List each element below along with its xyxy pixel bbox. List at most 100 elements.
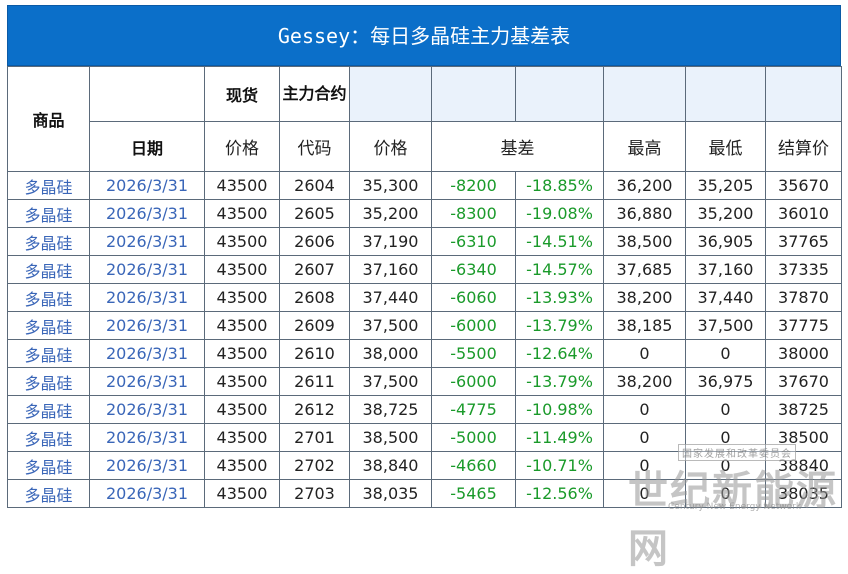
cell-code: 2609 bbox=[279, 311, 350, 340]
cell-date: 2026/3/31 bbox=[89, 199, 205, 228]
cell-spot: 43500 bbox=[204, 311, 280, 340]
cell-low: 36,975 bbox=[685, 367, 766, 396]
cell-product: 多晶硅 bbox=[7, 367, 90, 396]
cell-high: 38,500 bbox=[603, 227, 686, 256]
cell-settle: 37670 bbox=[765, 367, 842, 396]
cell-product: 多晶硅 bbox=[7, 283, 90, 312]
cell-basis: -4660 bbox=[431, 451, 516, 480]
table-row: 多晶硅 2026/3/31 43500 2607 37,160 -6340 -14.57% 3… bbox=[7, 255, 842, 284]
header-blank bbox=[685, 66, 766, 122]
cell-basis-pct: -14.57% bbox=[515, 255, 604, 284]
cell-code: 2606 bbox=[279, 227, 350, 256]
cell-low: 0 bbox=[685, 339, 766, 368]
header-spot: 现货 bbox=[204, 66, 280, 122]
cell-low: 36,905 bbox=[685, 227, 766, 256]
cell-date: 2026/3/31 bbox=[89, 283, 205, 312]
cell-code: 2611 bbox=[279, 367, 350, 396]
cell-date: 2026/3/31 bbox=[89, 479, 205, 508]
header-blank bbox=[349, 66, 432, 122]
cell-high: 36,200 bbox=[603, 171, 686, 200]
header-empty bbox=[89, 66, 205, 122]
cell-settle: 35670 bbox=[765, 171, 842, 200]
cell-settle: 38035 bbox=[765, 479, 842, 508]
cell-spot: 43500 bbox=[204, 283, 280, 312]
cell-settle: 37765 bbox=[765, 227, 842, 256]
cell-spot: 43500 bbox=[204, 339, 280, 368]
cell-low: 35,200 bbox=[685, 199, 766, 228]
table-title: Gessey：每日多晶硅主力基差表 bbox=[7, 5, 841, 66]
cell-price: 38,725 bbox=[349, 395, 432, 424]
table-row: 多晶硅 2026/3/31 43500 2608 37,440 -6060 -13.93% 3… bbox=[7, 283, 842, 312]
cell-spot: 43500 bbox=[204, 395, 280, 424]
table-row: 多晶硅 2026/3/31 43500 2703 38,035 -5465 -12.56% 0… bbox=[7, 479, 842, 508]
header-low: 最低 bbox=[685, 121, 766, 172]
cell-spot: 43500 bbox=[204, 199, 280, 228]
cell-high: 37,685 bbox=[603, 255, 686, 284]
cell-product: 多晶硅 bbox=[7, 479, 90, 508]
table-row: 多晶硅 2026/3/31 43500 2701 38,500 -5000 -11.49% 0… bbox=[7, 423, 842, 452]
cell-price: 38,840 bbox=[349, 451, 432, 480]
cell-code: 2701 bbox=[279, 423, 350, 452]
cell-settle: 38000 bbox=[765, 339, 842, 368]
cell-product: 多晶硅 bbox=[7, 311, 90, 340]
cell-basis: -6000 bbox=[431, 311, 516, 340]
cell-basis: -6340 bbox=[431, 255, 516, 284]
cell-basis: -8300 bbox=[431, 199, 516, 228]
cell-spot: 43500 bbox=[204, 423, 280, 452]
table-row: 多晶硅 2026/3/31 43500 2606 37,190 -6310 -14.51% 3… bbox=[7, 227, 842, 256]
cell-basis-pct: -14.51% bbox=[515, 227, 604, 256]
table-row: 多晶硅 2026/3/31 43500 2612 38,725 -4775 -10.98% 0… bbox=[7, 395, 842, 424]
cell-product: 多晶硅 bbox=[7, 227, 90, 256]
cell-date: 2026/3/31 bbox=[89, 227, 205, 256]
cell-price: 35,300 bbox=[349, 171, 432, 200]
cell-date: 2026/3/31 bbox=[89, 311, 205, 340]
header-main-contract-label: 主力合约 bbox=[282, 84, 347, 103]
cell-basis: -5465 bbox=[431, 479, 516, 508]
cell-low: 35,205 bbox=[685, 171, 766, 200]
cell-basis: -6310 bbox=[431, 227, 516, 256]
cell-price: 38,035 bbox=[349, 479, 432, 508]
cell-basis: -5000 bbox=[431, 423, 516, 452]
cell-high: 36,880 bbox=[603, 199, 686, 228]
table-row: 多晶硅 2026/3/31 43500 2610 38,000 -5500 -12.64% 0… bbox=[7, 339, 842, 368]
table-row: 多晶硅 2026/3/31 43500 2609 37,500 -6000 -13.79% 3… bbox=[7, 311, 842, 340]
cell-code: 2610 bbox=[279, 339, 350, 368]
cell-low: 0 bbox=[685, 423, 766, 452]
cell-low: 0 bbox=[685, 479, 766, 508]
cell-code: 2608 bbox=[279, 283, 350, 312]
cell-product: 多晶硅 bbox=[7, 423, 90, 452]
cell-basis: -6000 bbox=[431, 367, 516, 396]
cell-high: 38,200 bbox=[603, 283, 686, 312]
header-row-2: 日期 价格 代码 价格 基差 最高 最低 结算价 bbox=[8, 121, 842, 172]
table-row: 多晶硅 2026/3/31 43500 2604 35,300 -8200 -18.85% 3… bbox=[7, 171, 842, 200]
cell-low: 37,160 bbox=[685, 255, 766, 284]
basis-table-container: Gessey：每日多晶硅主力基差表 商品 现货 主力合约 bbox=[7, 5, 842, 508]
cell-basis-pct: -12.56% bbox=[515, 479, 604, 508]
header-blank bbox=[515, 66, 604, 122]
cell-high: 38,185 bbox=[603, 311, 686, 340]
table-row: 多晶硅 2026/3/31 43500 2605 35,200 -8300 -19.08% 3… bbox=[7, 199, 842, 228]
cell-low: 37,440 bbox=[685, 283, 766, 312]
cell-basis-pct: -13.93% bbox=[515, 283, 604, 312]
cell-spot: 43500 bbox=[204, 479, 280, 508]
header-blank bbox=[431, 66, 516, 122]
header-date: 日期 bbox=[89, 121, 205, 172]
cell-code: 2702 bbox=[279, 451, 350, 480]
header-basis: 基差 bbox=[431, 121, 604, 172]
table-row: 多晶硅 2026/3/31 43500 2702 38,840 -4660 -10.71% 0… bbox=[7, 451, 842, 480]
cell-basis-pct: -18.85% bbox=[515, 171, 604, 200]
cell-price: 37,160 bbox=[349, 255, 432, 284]
cell-date: 2026/3/31 bbox=[89, 451, 205, 480]
cell-price: 37,500 bbox=[349, 367, 432, 396]
cell-basis-pct: -10.71% bbox=[515, 451, 604, 480]
cell-basis: -8200 bbox=[431, 171, 516, 200]
cell-code: 2612 bbox=[279, 395, 350, 424]
cell-basis-pct: -13.79% bbox=[515, 367, 604, 396]
cell-high: 0 bbox=[603, 451, 686, 480]
cell-settle: 37870 bbox=[765, 283, 842, 312]
cell-basis-pct: -13.79% bbox=[515, 311, 604, 340]
cell-spot: 43500 bbox=[204, 227, 280, 256]
cell-low: 0 bbox=[685, 395, 766, 424]
table-row: 多晶硅 2026/3/31 43500 2611 37,500 -6000 -13.79% 3… bbox=[7, 367, 842, 396]
cell-price: 38,000 bbox=[349, 339, 432, 368]
